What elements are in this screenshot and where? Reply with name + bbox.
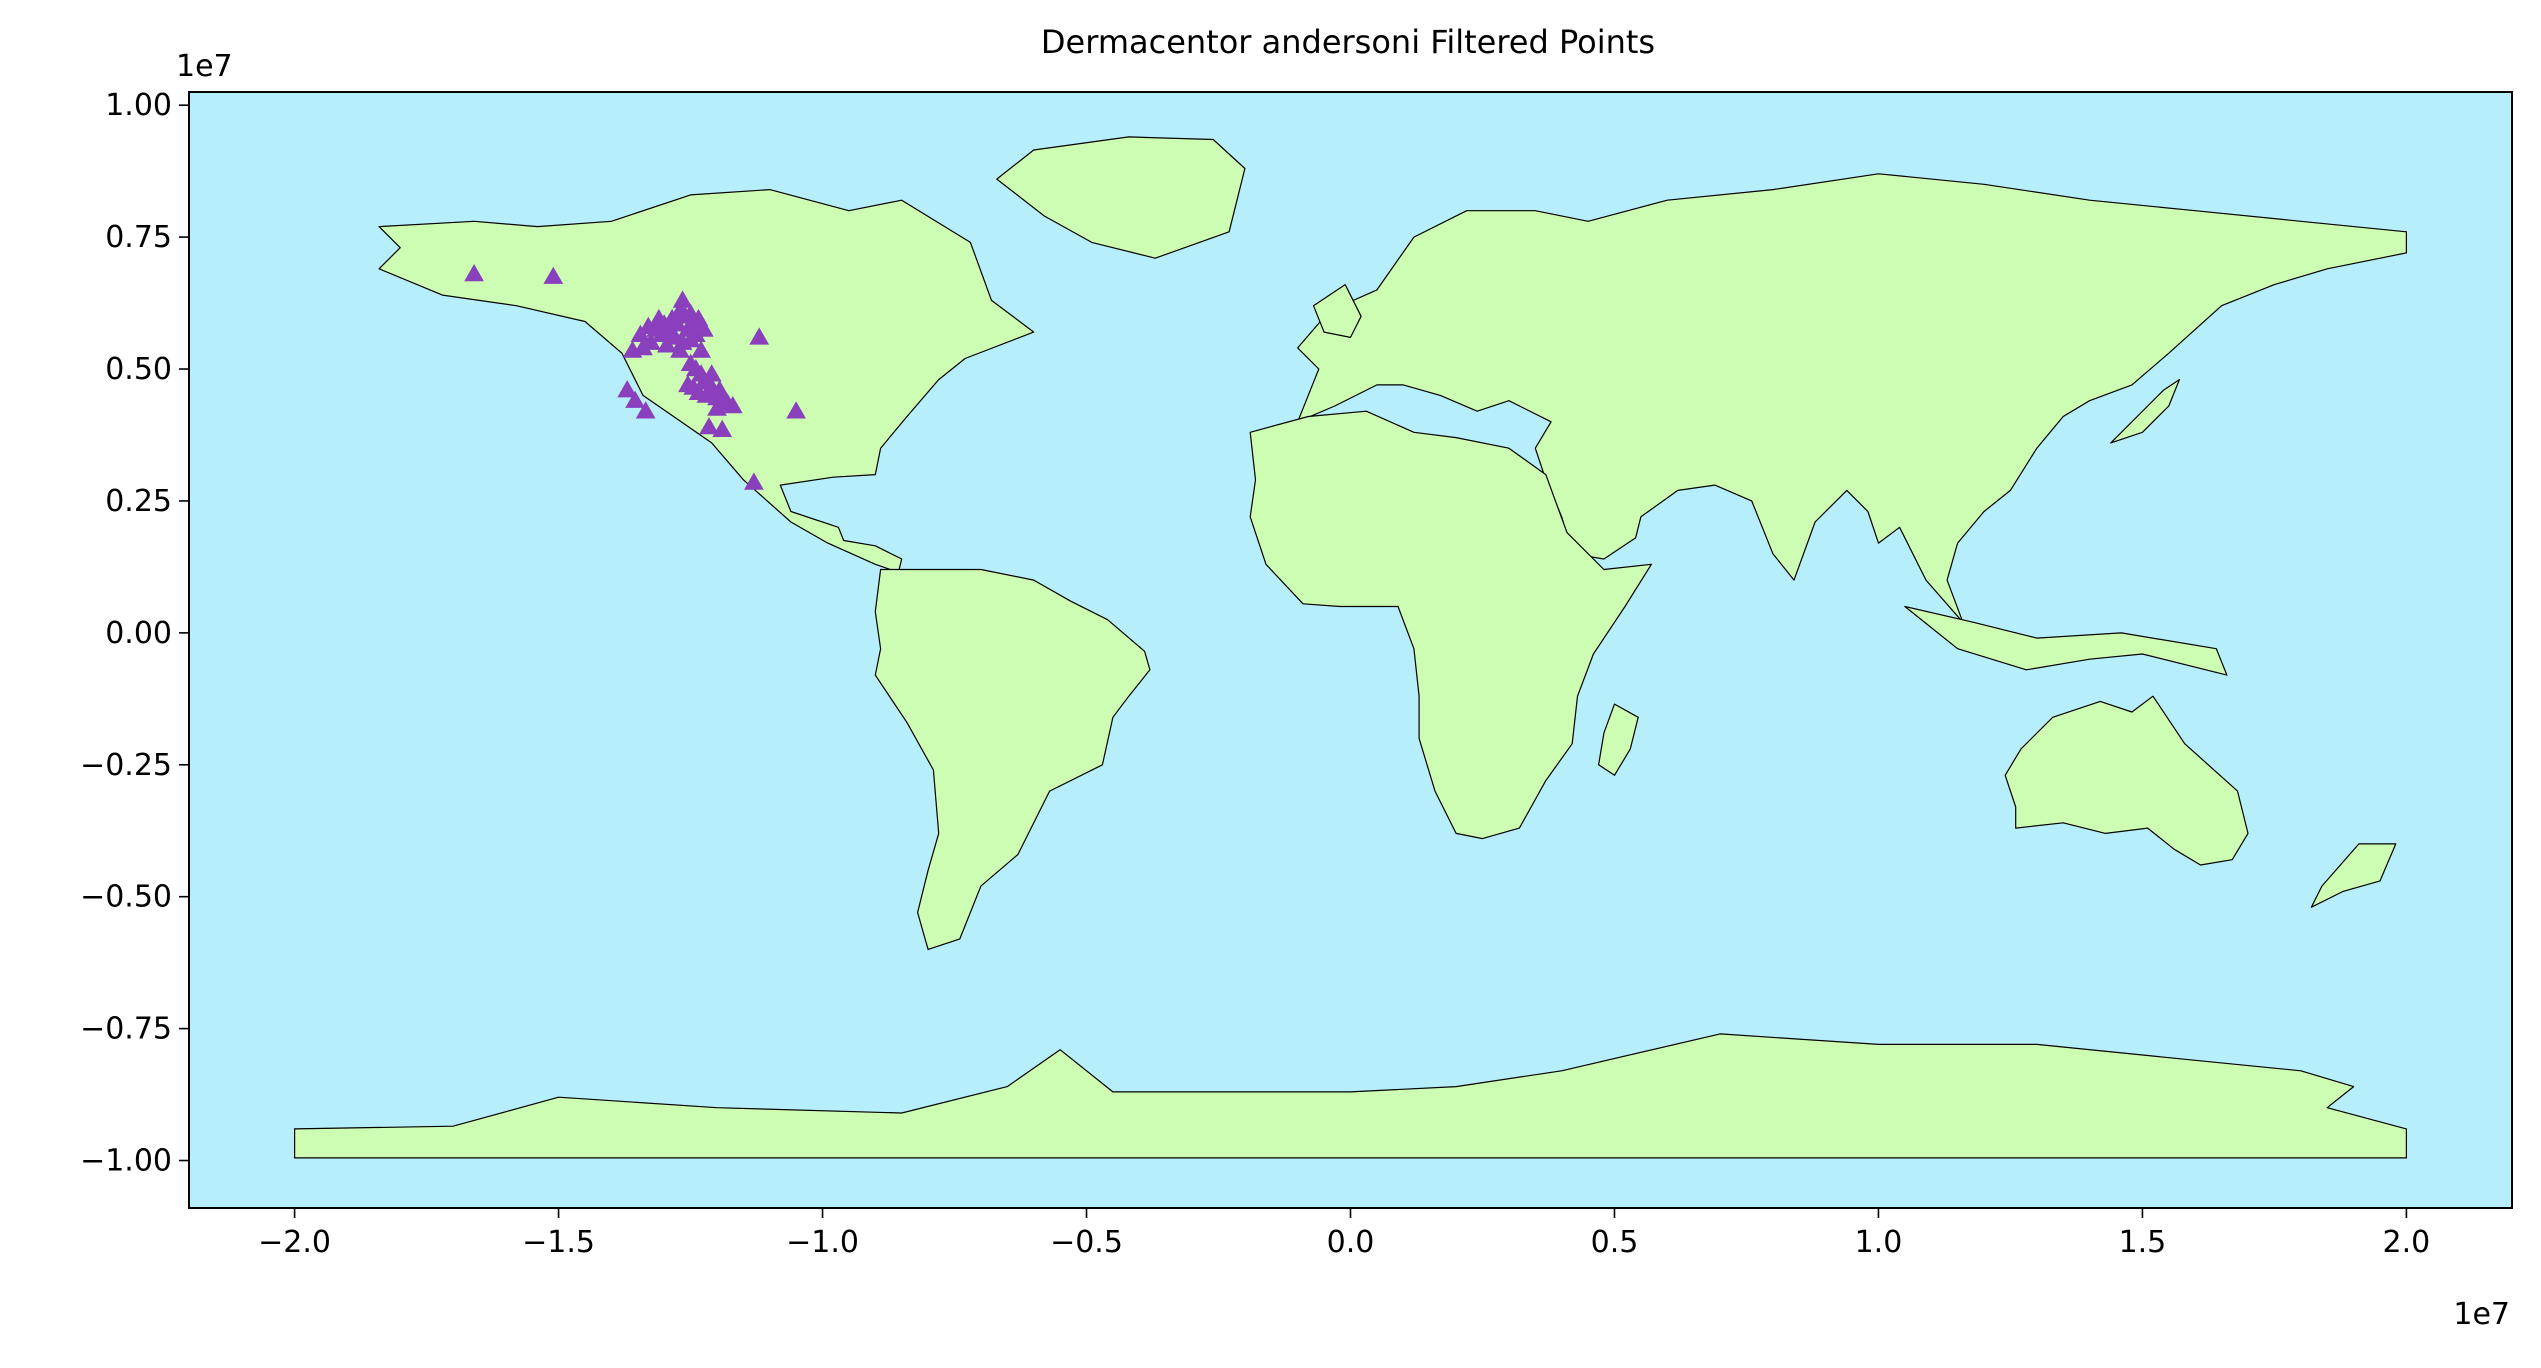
y-tick-label: −0.75 — [80, 1012, 172, 1047]
occurrence-point — [691, 340, 711, 358]
occurrence-point — [744, 472, 764, 490]
land-indonesia — [1904, 605, 2228, 676]
chart-title: Dermacentor andersoni Filtered Points — [1041, 23, 1655, 61]
y-offset-label: 1e7 — [176, 49, 233, 84]
x-tick-label: −1.5 — [522, 1225, 595, 1260]
land-madagascar — [1598, 703, 1639, 776]
occurrence-point — [625, 390, 645, 408]
occurrence-point — [707, 398, 727, 416]
land-south-america — [874, 568, 1151, 950]
y-tick-label: −1.00 — [80, 1144, 172, 1179]
x-tick-label: −1.0 — [786, 1225, 859, 1260]
occurrence-point — [786, 401, 806, 419]
occurrence-point — [701, 364, 722, 382]
land-antarctica — [294, 1033, 2407, 1159]
occurrence-point — [722, 395, 743, 414]
y-tick-label: 0.25 — [105, 484, 172, 519]
occurrence-points — [464, 263, 806, 490]
land-greenland — [996, 136, 1246, 259]
occurrence-point — [543, 266, 564, 284]
y-tick-label: −0.25 — [80, 748, 172, 783]
occurrence-point — [693, 319, 714, 337]
land-uk — [1312, 284, 1362, 338]
y-tick-label: 0.50 — [105, 352, 172, 387]
land-africa — [1249, 410, 1652, 840]
land-new-zealand — [2310, 843, 2397, 908]
x-tick-label: 1.0 — [1855, 1225, 1903, 1260]
occurrence-point — [670, 340, 690, 358]
x-axis: −2.0 −1.5 −1.0 −0.5 0.0 0.5 1.0 1.5 2.0 — [258, 1208, 2430, 1260]
y-tick-label: 1.00 — [105, 88, 172, 123]
occurrence-point — [699, 417, 719, 435]
occurrence-point — [464, 263, 484, 282]
occurrence-point — [672, 290, 693, 308]
x-offset-label: 1e7 — [2453, 1297, 2510, 1332]
x-tick-label: 1.5 — [2119, 1225, 2167, 1260]
occurrence-point — [617, 380, 638, 398]
y-axis: 1.00 0.75 0.50 0.25 0.00 −0.25 −0.50 −0.75 −1.00 — [80, 88, 189, 1179]
x-tick-label: 0.0 — [1327, 1225, 1375, 1260]
occurrence-point — [635, 401, 656, 419]
y-tick-label: 0.75 — [105, 220, 172, 255]
occurrence-point — [712, 419, 733, 437]
land-australia — [2004, 695, 2249, 866]
y-tick-label: −0.50 — [80, 880, 172, 915]
x-tick-label: 0.5 — [1591, 1225, 1639, 1260]
occurrence-point — [680, 303, 701, 321]
y-tick-label: 0.00 — [105, 616, 172, 651]
x-tick-label: 2.0 — [2383, 1225, 2431, 1260]
land-japan — [2110, 379, 2180, 444]
occurrence-point — [749, 327, 770, 345]
x-tick-label: −2.0 — [258, 1225, 331, 1260]
x-tick-label: −0.5 — [1050, 1225, 1123, 1260]
